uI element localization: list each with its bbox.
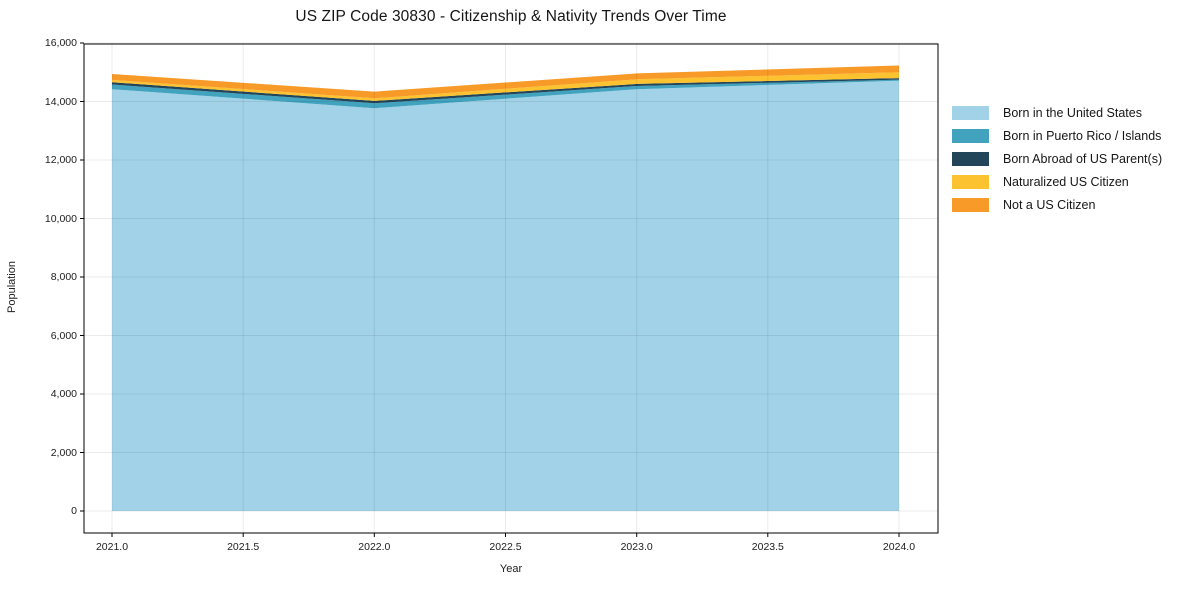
legend-label: Naturalized US Citizen — [1003, 175, 1129, 189]
legend: Born in the United States Born in Puerto … — [952, 106, 1162, 221]
y-tick-label: 2,000 — [50, 446, 77, 459]
area-series-2 — [112, 78, 899, 104]
area-series-3 — [112, 72, 899, 101]
chart-title: US ZIP Code 30830 - Citizenship & Nativi… — [295, 8, 727, 25]
x-tick-label: 2022.0 — [358, 541, 391, 553]
legend-label: Born in the United States — [1003, 106, 1142, 120]
legend-label: Born in Puerto Rico / Islands — [1003, 129, 1162, 143]
y-tick-label: 14,000 — [44, 95, 77, 108]
y-tick-label: 4,000 — [50, 388, 77, 400]
y-tick-label: 0 — [71, 505, 77, 517]
plot-border — [83, 43, 939, 534]
x-tick-label: 2021.5 — [227, 541, 260, 553]
x-tick-label: 2023.0 — [620, 541, 653, 553]
legend-item: Naturalized US Citizen — [952, 175, 1162, 189]
x-tick-label: 2022.5 — [489, 541, 522, 553]
legend-swatch-icon — [952, 198, 989, 212]
y-axis-title: Population — [6, 261, 18, 313]
area-series-4 — [112, 65, 899, 99]
legend-item: Born in Puerto Rico / Islands — [952, 129, 1162, 143]
x-axis-title: Year — [499, 563, 523, 575]
area-series-0 — [112, 80, 899, 511]
legend-swatch-icon — [952, 152, 989, 166]
legend-item: Not a US Citizen — [952, 198, 1162, 212]
legend-swatch-icon — [952, 106, 989, 120]
y-tick-label: 12,000 — [44, 154, 77, 166]
x-tick-label: 2021.0 — [95, 541, 129, 553]
y-tick-label: 8,000 — [50, 271, 77, 283]
legend-item: Born in the United States — [952, 106, 1162, 120]
legend-item: Born Abroad of US Parent(s) — [952, 152, 1162, 166]
x-tick-label: 2023.5 — [751, 541, 784, 553]
y-tick-label: 16,000 — [44, 37, 77, 49]
legend-label: Not a US Citizen — [1003, 198, 1096, 212]
area-series-1 — [112, 79, 899, 109]
legend-label: Born Abroad of US Parent(s) — [1003, 152, 1163, 166]
x-tick-label: 2024.0 — [882, 541, 916, 553]
y-tick-label: 6,000 — [50, 329, 77, 342]
y-tick-label: 10,000 — [44, 212, 77, 225]
legend-swatch-icon — [952, 129, 989, 143]
legend-swatch-icon — [952, 175, 989, 189]
